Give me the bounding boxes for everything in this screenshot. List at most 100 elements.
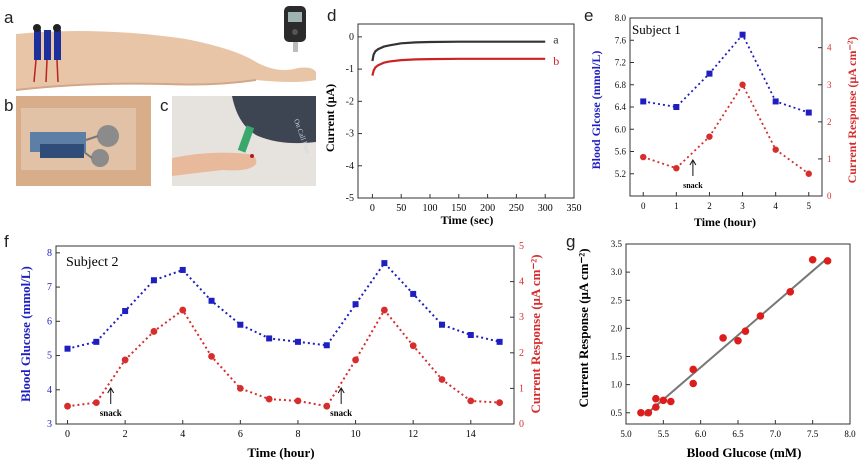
series-left-marker [179, 266, 186, 273]
photo-sensor-patch [16, 96, 151, 186]
y-tick-label: 2.5 [611, 295, 623, 305]
series-right-marker [772, 146, 779, 153]
series-right-marker [179, 306, 187, 314]
snack-arrowhead [337, 387, 345, 394]
series-right-marker [673, 164, 680, 172]
panel-label-e: e [584, 6, 594, 25]
panel-label-d: d [327, 6, 337, 25]
series-right-marker [294, 397, 302, 405]
y-tick-label: -3 [346, 129, 354, 140]
scatter-point [652, 394, 660, 403]
y-right-tick-label: 1 [827, 154, 832, 164]
y-tick-label: -4 [346, 161, 354, 172]
y-right-tick-label: 0 [827, 191, 832, 201]
photo-finger-prick: On Call Plus [172, 96, 316, 186]
y-tick-label: 5.6 [615, 147, 627, 157]
chart-g: 5.0 5.5 6.0 6.5 7.0 7.5 8.0 0.5 1.0 1.5 2.0 2.5 3.0 3… [576, 239, 856, 460]
y-tick-label: 1.5 [611, 352, 623, 362]
series-label-b: b [553, 54, 559, 68]
y-tick-label: 7.6 [615, 35, 627, 45]
chart-e-ylabel-left: Blood Glcose (mmol/L) [589, 51, 603, 170]
series-right-marker [467, 397, 475, 405]
snack-label: snack [330, 408, 352, 418]
series-right-marker [640, 153, 647, 161]
x-tick-label: 300 [538, 203, 553, 214]
series-left-marker [438, 321, 445, 328]
series-right-marker [150, 328, 158, 335]
chart-e-marks: 0 1 2 3 4 5 5.2 5.6 6.0 6.4 6.8 7.2 7.6 8.0 0 1 2 3 4 snack [615, 13, 832, 211]
series-left-marker [410, 290, 417, 297]
x-tick-label: 5 [807, 201, 812, 211]
y-tick-label: 0.5 [611, 408, 623, 418]
series-left-marker [496, 338, 503, 345]
series-right-marker [323, 402, 331, 410]
plot-frame [629, 17, 823, 197]
series-left-marker [122, 308, 129, 315]
chart-f-ylabel-right: Current Response (μA cm⁻²) [528, 254, 543, 413]
series-left-marker [237, 321, 244, 328]
forearm-illustration [16, 6, 316, 91]
x-tick-label: 2 [123, 429, 128, 440]
scatter-point [689, 379, 697, 388]
chart-g-marks: 5.0 5.5 6.0 6.5 7.0 7.5 8.0 0.5 1.0 1.5 2.0 2.5 3.0 3… [611, 239, 856, 439]
snack-arrowhead [107, 387, 115, 394]
y-tick-label: 6.0 [615, 124, 627, 134]
series-a-line [371, 40, 546, 62]
series-left-marker [739, 31, 746, 38]
x-tick-label: 350 [567, 203, 582, 214]
y-right-tick-label: 4 [827, 43, 832, 53]
y-tick-label: 2.0 [611, 323, 623, 333]
y-tick-label: 5.2 [615, 169, 626, 179]
y-tick-label: 6.4 [615, 102, 627, 112]
x-tick-label: 0 [370, 203, 375, 214]
y-tick-label: -1 [346, 64, 354, 75]
series-left-marker [772, 98, 779, 105]
scatter-point [734, 336, 742, 345]
series-right-marker [496, 399, 503, 407]
x-tick-label: 6.5 [732, 429, 744, 439]
panel-label-f: f [4, 232, 9, 251]
x-tick-label: 7.5 [807, 429, 819, 439]
finger-prick-illustration: On Call Plus [172, 96, 316, 186]
scatter-point [808, 255, 817, 264]
x-tick-label: 4 [773, 201, 778, 211]
series-left-marker [467, 332, 474, 338]
series-left-marker [266, 335, 273, 342]
snack-arrowhead [689, 159, 697, 166]
series-left-marker [294, 338, 301, 345]
x-tick-label: 12 [408, 429, 418, 440]
chart-f-ylabel-left: Blood Glucose (mmol/L) [18, 266, 33, 402]
y-tick-label: 3 [47, 419, 52, 430]
y-right-tick-label: 1 [519, 383, 524, 394]
scatter-point [741, 327, 750, 335]
panel-label-c: c [160, 96, 169, 115]
x-tick-label: 6 [238, 429, 243, 440]
plot-frame [55, 245, 515, 425]
series-left-marker [64, 345, 71, 352]
x-tick-label: 6.0 [695, 429, 707, 439]
series-label-a: a [553, 33, 559, 47]
series-left-marker [381, 260, 388, 267]
y-tick-label: 8.0 [615, 13, 627, 23]
chart-d-marks: 0 50 100 150 200 250 300 350 0 -1 -2 -3 -4 -5 ab [346, 23, 582, 214]
snack-label: snack [100, 408, 122, 418]
y-tick-label: 6 [47, 316, 52, 327]
series-right-marker [236, 385, 244, 392]
series-right-marker [208, 352, 215, 360]
panel-label-a: a [4, 8, 14, 27]
chart-e: 0 1 2 3 4 5 5.2 5.6 6.0 6.4 6.8 7.2 7.6 8.0 0 1 2 3 4 snack… [589, 13, 859, 229]
scatter-point [823, 257, 832, 265]
series-left-marker [352, 301, 359, 308]
microneedle-electrodes [33, 24, 61, 83]
x-tick-label: 200 [480, 203, 495, 214]
y-right-tick-label: 3 [519, 312, 524, 323]
y-tick-label: -2 [346, 96, 354, 107]
series-right-marker [265, 395, 273, 403]
series-left-marker [208, 297, 215, 304]
x-tick-label: 250 [509, 203, 524, 214]
sensor-patch-illustration [16, 96, 151, 186]
snack-label: snack [683, 181, 703, 190]
series-right-line [67, 308, 500, 408]
